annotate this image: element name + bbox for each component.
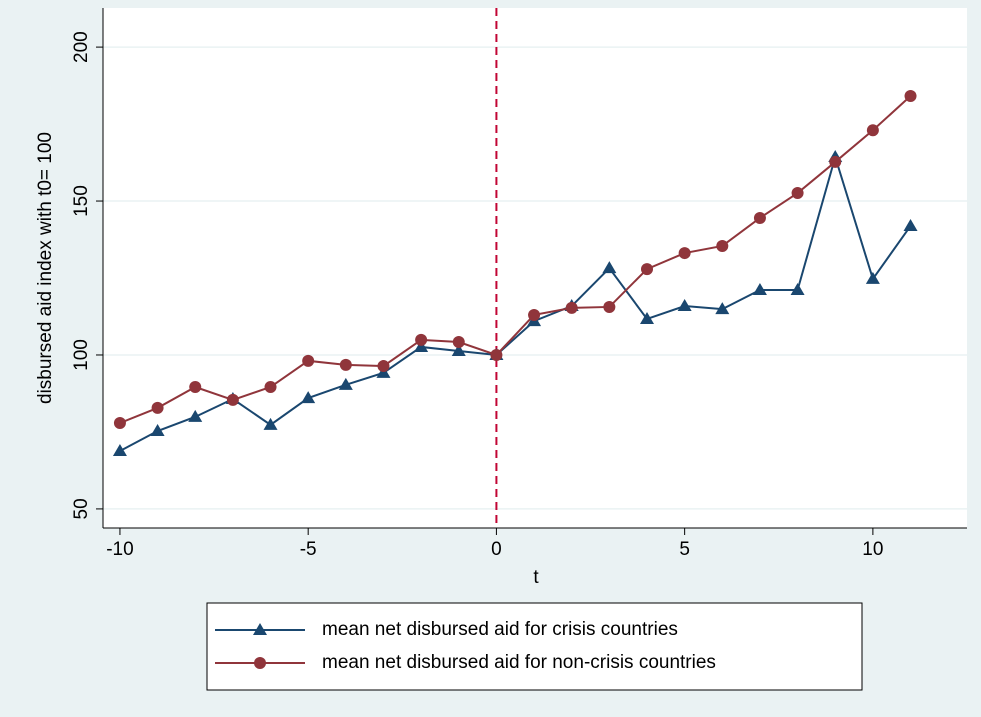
circle-marker xyxy=(452,336,465,349)
triangle-marker xyxy=(602,261,617,274)
triangle-marker xyxy=(715,302,730,315)
circle-marker xyxy=(829,155,842,168)
circle-marker xyxy=(866,124,879,137)
circle-marker xyxy=(302,354,315,367)
x-tick-label: 5 xyxy=(679,539,690,560)
triangle-marker xyxy=(414,339,429,352)
series-line xyxy=(119,95,912,424)
circle-marker xyxy=(339,358,352,371)
triangle-marker xyxy=(188,409,203,422)
triangle-marker xyxy=(790,283,805,296)
circle-marker xyxy=(716,239,729,252)
triangle-marker xyxy=(253,623,267,635)
circle-marker xyxy=(641,263,653,276)
circle-marker xyxy=(113,417,126,430)
circle-marker xyxy=(415,333,428,346)
triangle-marker xyxy=(677,299,692,312)
circle-marker xyxy=(254,657,266,669)
legend-label: mean net disbursed aid for crisis countr… xyxy=(322,619,678,640)
circle-marker xyxy=(678,247,691,260)
triangle-marker xyxy=(865,271,880,284)
x-tick-label: 10 xyxy=(862,539,883,560)
triangle-marker xyxy=(263,417,278,430)
circle-marker xyxy=(377,360,390,373)
triangle-marker xyxy=(112,444,127,457)
circle-marker xyxy=(791,187,804,200)
legend xyxy=(206,602,863,691)
triangle-marker xyxy=(301,391,316,404)
circle-marker xyxy=(603,300,616,313)
y-axis-label: disbursed aid index with t0= 100 xyxy=(35,132,56,404)
triangle-marker xyxy=(903,218,918,231)
circle-marker xyxy=(490,348,503,361)
triangle-marker xyxy=(338,377,353,390)
circle-marker xyxy=(753,211,766,224)
triangle-marker xyxy=(451,343,466,356)
circle-marker xyxy=(565,301,578,314)
plot-area xyxy=(103,8,967,528)
y-tick-label: 200 xyxy=(71,31,92,63)
y-tick-label: 100 xyxy=(71,339,92,371)
circle-marker xyxy=(151,401,164,414)
triangle-marker xyxy=(150,424,165,437)
x-tick-label: -5 xyxy=(300,539,317,560)
x-axis-label: t xyxy=(533,567,539,588)
y-tick-label: 50 xyxy=(71,498,92,519)
x-tick-label: -10 xyxy=(106,539,133,560)
y-tick-label: 150 xyxy=(71,185,92,217)
circle-marker xyxy=(226,393,239,406)
legend-label: mean net disbursed aid for non-crisis co… xyxy=(322,652,716,673)
series-line xyxy=(119,153,912,452)
circle-marker xyxy=(904,90,917,103)
x-tick-label: 0 xyxy=(491,539,502,560)
circle-marker xyxy=(189,380,202,393)
circle-marker xyxy=(528,308,541,321)
triangle-marker xyxy=(752,283,767,296)
circle-marker xyxy=(264,380,277,393)
triangle-marker xyxy=(640,311,654,324)
